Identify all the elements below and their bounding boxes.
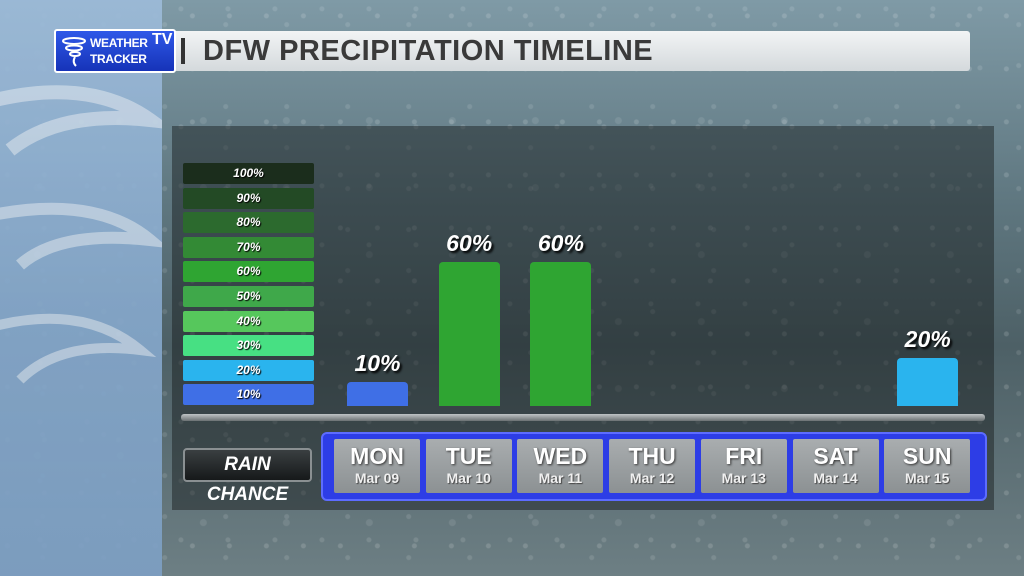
- day-name: THU: [628, 443, 676, 469]
- chart-baseline: [181, 414, 985, 421]
- logo-text-weather: WEATHER: [90, 36, 148, 50]
- bar-mon: [347, 382, 408, 406]
- day-name: WED: [533, 443, 588, 469]
- page-title: DFW PRECIPITATION TIMELINE: [203, 35, 654, 67]
- day-date: Mar 12: [629, 470, 675, 486]
- title-separator: [181, 38, 185, 64]
- day-date: Mar 14: [813, 470, 858, 486]
- day-name: FRI: [725, 443, 763, 469]
- scale-step-40: 40%: [183, 310, 314, 332]
- weather-tracker-logo: WEATHER TRACKER TV: [54, 29, 176, 73]
- hurricane-watermark-icon: [0, 85, 162, 384]
- day-date: Mar 10: [446, 470, 491, 486]
- scale-step-60: 60%: [183, 261, 314, 283]
- bar-value-label-mon: 10%: [354, 350, 401, 376]
- day-date: Mar 15: [905, 470, 950, 486]
- day-name: SAT: [813, 443, 858, 469]
- bar-value-label-sun: 20%: [904, 326, 951, 352]
- tornado-icon: [62, 37, 86, 67]
- bar-value-label-wed: 60%: [537, 230, 584, 256]
- day-date: Mar 13: [721, 470, 766, 486]
- bar-value-label-tue: 60%: [446, 230, 493, 256]
- day-tile-mon: MON Mar 09: [334, 439, 420, 493]
- bar-wed: [530, 262, 592, 406]
- day-tile-sun: SUN Mar 15: [884, 439, 971, 493]
- day-date: Mar 09: [354, 470, 400, 486]
- scale-step-30: 30%: [183, 335, 314, 357]
- logo-text-tv: TV: [152, 31, 173, 48]
- day-name: MON: [350, 443, 404, 469]
- bar-tue: [438, 262, 500, 406]
- day-tile-tue: TUE Mar 10: [425, 439, 512, 493]
- scale-step-100: 100%: [183, 163, 314, 184]
- scale-step-70: 70%: [183, 236, 314, 258]
- day-date: Mar 11: [538, 470, 583, 486]
- scale-step-80: 80%: [183, 212, 314, 234]
- day-tile-wed: WED Mar 11: [517, 439, 604, 493]
- scale-step-20: 20%: [183, 359, 314, 381]
- day-tile-sat: SAT Mar 14: [792, 439, 879, 493]
- scale-step-50: 50%: [183, 286, 314, 307]
- logo-text-tracker: TRACKER: [90, 52, 147, 66]
- day-tile-thu: THU Mar 12: [609, 439, 696, 493]
- scale-step-90: 90%: [183, 187, 314, 209]
- day-name: TUE: [445, 443, 492, 469]
- bar-sun: [897, 358, 959, 406]
- side-panel: [0, 0, 162, 576]
- title-bar: [54, 31, 970, 71]
- rain-chance-label: RAIN CHANCE: [183, 448, 312, 505]
- day-name: SUN: [902, 443, 952, 469]
- day-tile-fri: FRI Mar 13: [700, 439, 787, 493]
- scale-step-10: 10%: [183, 384, 314, 406]
